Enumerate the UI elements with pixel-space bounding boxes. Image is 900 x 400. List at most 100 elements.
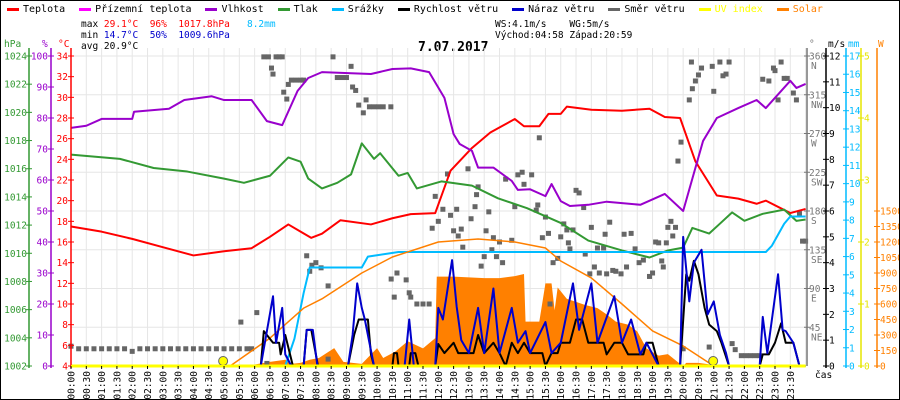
wind-direction-point bbox=[371, 104, 377, 110]
pressure-tick-label: 1018 bbox=[4, 136, 27, 147]
wind-direction-point bbox=[604, 271, 610, 277]
direction-name-label: E bbox=[811, 294, 817, 305]
min-pressure: 1009.6hPa bbox=[178, 30, 230, 41]
legend-swatch bbox=[277, 8, 290, 11]
wind-direction-point bbox=[529, 172, 535, 178]
x-axis-label: čas bbox=[815, 370, 832, 381]
wind-direction-point bbox=[268, 65, 274, 71]
uv-tick-label: 5 bbox=[864, 52, 870, 63]
chart-legend: Teplota Přízemní teplota Vlhkost Tlak Srážky… bbox=[7, 4, 823, 15]
direction-name-label: NE bbox=[811, 332, 823, 343]
time-tick-label: 20:30 bbox=[694, 371, 705, 399]
wind-direction-point bbox=[800, 238, 806, 244]
wind-direction-point bbox=[539, 235, 545, 241]
legend-item: Srážky bbox=[331, 4, 384, 15]
wind-direction-point bbox=[675, 158, 681, 164]
wind-direction-point bbox=[775, 97, 781, 103]
time-tick-label: 12:30 bbox=[449, 371, 460, 399]
time-tick-label: 04:00 bbox=[189, 371, 200, 399]
wind-direction-point bbox=[468, 216, 474, 222]
temperature-tick-label: 26 bbox=[57, 134, 69, 145]
wind-direction-point bbox=[618, 271, 624, 277]
wind-speed-tick-label: 8 bbox=[829, 155, 835, 166]
time-tick-label: 22:30 bbox=[755, 371, 766, 399]
wind-direction-point bbox=[388, 276, 394, 282]
wind-direction-point bbox=[515, 172, 521, 178]
wind-direction-point bbox=[474, 192, 480, 198]
wind-speed-unit-label: m/s bbox=[828, 39, 845, 50]
wind-direction-point bbox=[796, 211, 802, 217]
time-tick-label: 05:30 bbox=[235, 371, 246, 399]
pressure-tick-label: 1004 bbox=[4, 333, 27, 344]
wind-direction-point bbox=[403, 277, 409, 283]
time-tick-label: 12:00 bbox=[434, 371, 445, 399]
direction-name-label: SW bbox=[811, 177, 823, 188]
time-tick-label: 00:30 bbox=[82, 371, 93, 399]
legend-item: Solar bbox=[776, 4, 823, 15]
wind-direction-point bbox=[781, 75, 787, 81]
legend-item: Směr větru bbox=[608, 4, 685, 15]
wind-direction-point bbox=[509, 237, 515, 243]
wind-direction-point bbox=[213, 346, 219, 352]
humidity-tick-label: 50 bbox=[37, 207, 49, 218]
rain-tick-label: 6 bbox=[849, 252, 855, 263]
temperature-tick-label: 18 bbox=[57, 217, 69, 228]
wind-direction-point bbox=[76, 346, 82, 352]
wind-direction-point bbox=[596, 270, 602, 276]
wind-direction-point bbox=[588, 224, 594, 230]
rain-tick-label: 2 bbox=[849, 325, 855, 336]
humidity-tick-label: 80 bbox=[37, 114, 49, 125]
wind-direction-point bbox=[270, 71, 276, 77]
wind-speed-tick-label: 10 bbox=[829, 103, 841, 114]
wind-direction-point bbox=[660, 264, 666, 270]
rain-tick-label: 17 bbox=[849, 52, 860, 63]
time-tick-label: 03:30 bbox=[174, 371, 185, 399]
wind-direction-point bbox=[711, 88, 717, 94]
wind-direction-point bbox=[726, 59, 732, 65]
humidity-tick-label: 20 bbox=[37, 300, 49, 311]
rain-tick-label: 7 bbox=[849, 234, 855, 245]
wind-direction-point bbox=[249, 346, 255, 352]
direction-name-label: NW bbox=[811, 100, 823, 111]
legend-swatch bbox=[7, 8, 19, 11]
wind-direction-point bbox=[175, 346, 181, 352]
wind-direction-point bbox=[564, 227, 570, 233]
pressure-tick-label: 1010 bbox=[4, 249, 27, 260]
wind-direction-point bbox=[330, 54, 336, 60]
wind-direction-point bbox=[281, 89, 287, 95]
wind-direction-point bbox=[238, 319, 244, 325]
wind-direction-point bbox=[581, 205, 587, 211]
rain-tick-label: 3 bbox=[849, 307, 855, 318]
wind-direction-point bbox=[99, 346, 105, 352]
solar-unit-label: W bbox=[878, 39, 884, 50]
max-label: max bbox=[81, 19, 99, 30]
wind-direction-point bbox=[343, 75, 349, 81]
time-tick-label: 17:30 bbox=[602, 371, 613, 399]
temperature-tick-label: 12 bbox=[57, 279, 68, 290]
wind-direction-point bbox=[198, 346, 204, 352]
wind-direction-point bbox=[353, 87, 359, 93]
time-tick-label: 18:00 bbox=[617, 371, 628, 399]
pressure-tick-label: 1008 bbox=[4, 277, 27, 288]
humidity-tick-label: 0 bbox=[42, 362, 48, 373]
temperature-tick-label: 22 bbox=[57, 176, 68, 187]
wind-direction-point bbox=[454, 206, 460, 212]
wind-direction-point bbox=[536, 135, 542, 141]
wind-direction-point bbox=[137, 346, 143, 352]
temperature-tick-label: 28 bbox=[57, 114, 69, 125]
time-tick-label: 01:00 bbox=[97, 371, 108, 399]
wind-speed-tick-label: 7 bbox=[829, 181, 835, 192]
wind-direction-point bbox=[460, 244, 466, 250]
time-tick-label: 09:00 bbox=[342, 371, 353, 399]
solar-tick-label: 1050 bbox=[880, 253, 899, 264]
wind-direction-point bbox=[366, 104, 372, 110]
pressure-tick-label: 1016 bbox=[4, 164, 27, 175]
time-tick-label: 08:30 bbox=[327, 371, 338, 399]
temperature-tick-label: 10 bbox=[57, 300, 69, 311]
wind-direction-point bbox=[481, 254, 487, 260]
wind-direction-point bbox=[183, 346, 189, 352]
wind-direction-point bbox=[636, 260, 642, 266]
wind-direction-point bbox=[440, 206, 446, 212]
max-pressure: 1017.8hPa bbox=[178, 19, 230, 30]
uv-tick-label: 4 bbox=[864, 114, 870, 125]
